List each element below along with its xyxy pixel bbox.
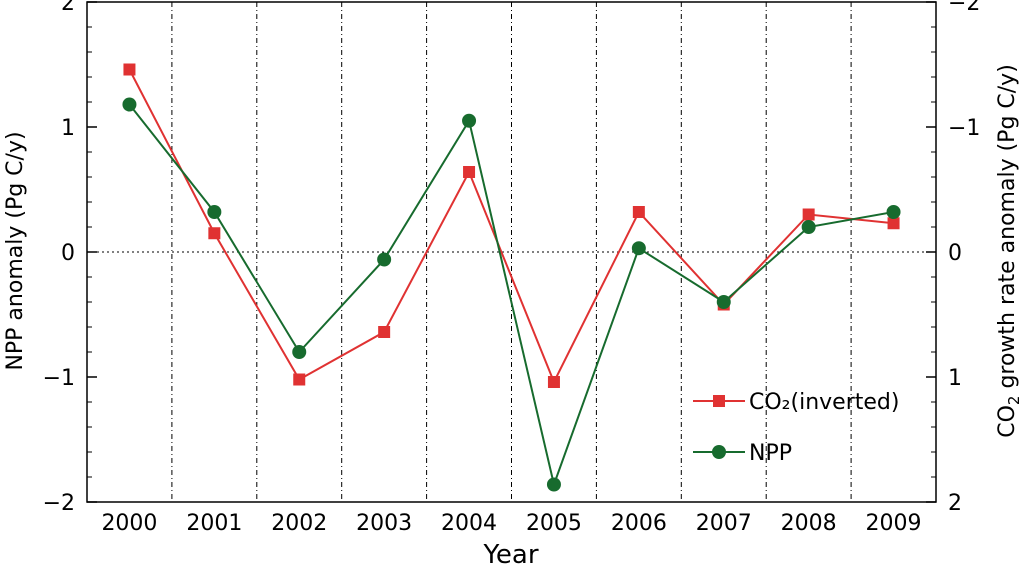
right-y-tick-label: 0: [948, 241, 962, 266]
right-y-tick-label: −2: [948, 0, 980, 16]
legend-label: CO₂(inverted): [749, 390, 899, 415]
legend-label: NPP: [749, 441, 792, 466]
x-tick-label: 2000: [101, 511, 157, 536]
left-y-axis-title: NPP anomaly (Pg C/y): [3, 131, 28, 370]
axis-labels: 2 −2 1 −1 0 0 −1 1 −2 2 2000 2001 2002 2003 2004 2005 20…: [43, 0, 981, 536]
data-point: [546, 477, 561, 492]
data-point: [123, 63, 136, 76]
data-point: [378, 326, 391, 338]
data-point: [462, 113, 477, 128]
data-point: [122, 97, 137, 112]
x-tick-label: 2003: [356, 511, 412, 536]
legend-marker: [713, 395, 725, 407]
x-tick-label: 2006: [611, 511, 667, 536]
legend-entry: CO₂(inverted): [693, 390, 899, 415]
legend-entry: NPP: [693, 441, 792, 466]
grid: [87, 2, 936, 502]
left-y-tick-label: −1: [43, 366, 75, 391]
right-y-tick-label: 2: [948, 491, 962, 516]
x-axis-title: Year: [482, 540, 538, 570]
x-tick-label: 2008: [781, 511, 837, 536]
left-y-tick-label: 0: [61, 241, 75, 266]
right-y-tick-label: −1: [948, 116, 980, 141]
left-y-tick-label: 1: [61, 116, 75, 141]
data-point: [716, 295, 731, 309]
right-y-tick-label: 1: [948, 366, 962, 391]
data-point: [547, 376, 560, 388]
legend-marker: [712, 445, 726, 459]
data-point: [802, 208, 815, 221]
x-tick-label: 2002: [271, 511, 327, 536]
x-tick-label: 2005: [526, 511, 582, 536]
right-y-axis-title-prefix: CO: [995, 405, 1020, 438]
series-line: [128, 69, 894, 385]
right-y-axis-title: CO2 growth rate anomaly (Pg C/y): [995, 64, 1023, 438]
series-layer: [122, 63, 901, 492]
x-tick-label: 2009: [866, 511, 922, 536]
data-point: [292, 345, 307, 359]
left-y-tick-label: 2: [61, 0, 75, 16]
data-point: [631, 241, 646, 256]
data-point: [377, 252, 392, 267]
right-y-axis-title-subscript: 2: [1005, 396, 1023, 406]
x-tick-label: 2004: [441, 511, 497, 536]
x-tick-label: 2007: [696, 511, 752, 536]
left-y-tick-label: −2: [43, 491, 75, 516]
data-point: [463, 166, 476, 178]
data-point: [632, 206, 645, 218]
data-point: [208, 227, 221, 240]
data-point: [293, 373, 306, 386]
right-y-axis-title-suffix: growth rate anomaly (Pg C/y): [995, 64, 1020, 395]
x-tick-label: 2001: [186, 511, 242, 536]
axis-ticks: [87, 1, 936, 503]
data-point: [801, 220, 816, 234]
data-point: [886, 205, 901, 219]
legend: CO₂(inverted) NPP: [693, 390, 899, 466]
series-1: [122, 97, 901, 492]
data-point: [207, 205, 222, 219]
series-line: [128, 103, 894, 489]
data-point: [887, 217, 900, 230]
